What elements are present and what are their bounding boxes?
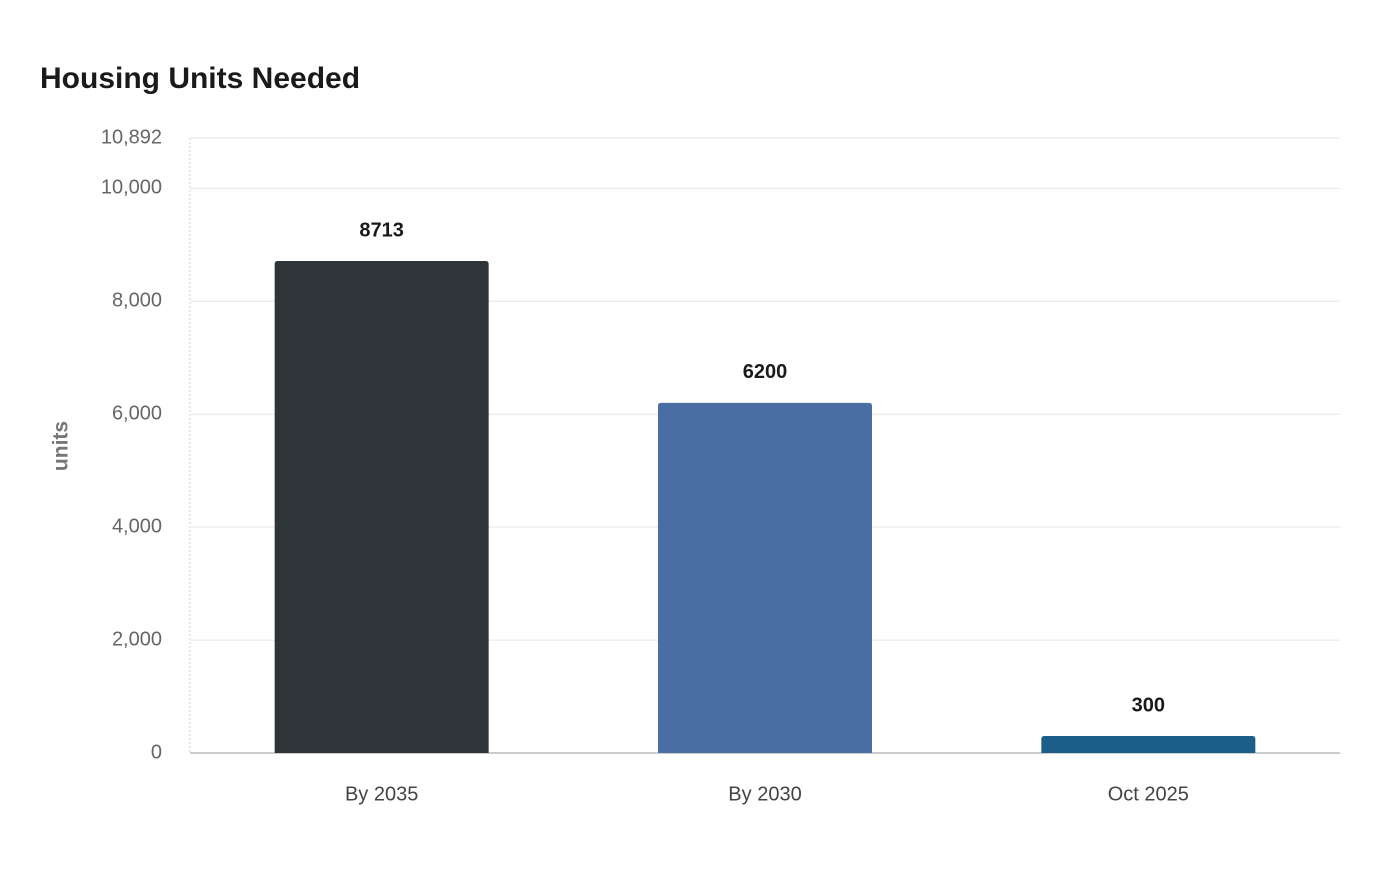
y-tick-label: 10,000 <box>101 177 162 199</box>
data-label: 8713 <box>359 219 404 241</box>
y-axis-label: units <box>50 421 73 471</box>
data-label: 300 <box>1132 694 1165 716</box>
x-tick-label: Oct 2025 <box>1108 783 1189 805</box>
y-tick-label: 10,892 <box>101 126 162 148</box>
bar <box>274 261 489 753</box>
y-tick-label: 2,000 <box>112 628 162 650</box>
chart-title: Housing Units Needed <box>40 62 360 95</box>
y-tick-label: 8,000 <box>112 290 162 312</box>
x-tick-label: By 2035 <box>345 783 418 805</box>
bar <box>658 402 872 753</box>
bar <box>1041 736 1256 753</box>
y-tick-label: 4,000 <box>112 515 162 537</box>
y-tick-label: 0 <box>151 741 162 763</box>
y-tick-label: 6,000 <box>112 403 162 425</box>
x-tick-label: By 2030 <box>728 783 801 805</box>
data-label: 6200 <box>743 361 788 383</box>
